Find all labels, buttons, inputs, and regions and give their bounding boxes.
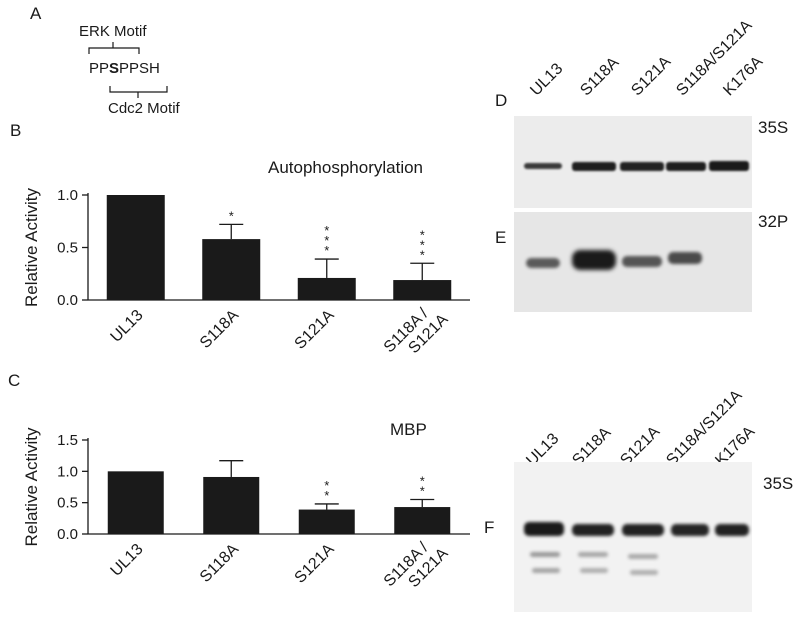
motif-diagram: ERK Motif PPSPPSH Cdc2 Motif: [60, 18, 220, 128]
bar: [297, 277, 356, 300]
band-f-s121a: [622, 524, 664, 536]
cdc2-bracket: [109, 86, 168, 98]
significance-star: *: [324, 223, 329, 238]
faint-band-f-3: [628, 554, 658, 559]
panel-label-e: E: [495, 228, 507, 247]
blot-e-32p: [514, 212, 752, 312]
bar: [298, 509, 355, 534]
lane-label-k176a: K176A: [720, 53, 767, 100]
y-tick-label: 0.5: [57, 240, 78, 257]
significance-star: *: [229, 208, 234, 223]
y-tick-label: 0.5: [57, 495, 78, 512]
band-f-ul13: [524, 522, 564, 536]
significance-star: *: [324, 243, 329, 258]
category-label-text: S118A: [197, 541, 242, 586]
bar: [203, 476, 260, 534]
significance-star: *: [420, 237, 425, 252]
category-label: UL13: [108, 541, 147, 580]
category-label-text: S121A: [292, 307, 338, 353]
label-35s-d: 35S: [758, 118, 789, 137]
band-d-k176a: [709, 161, 749, 171]
significance-star: *: [324, 488, 329, 503]
band-e-ul13: [526, 258, 560, 268]
category-label: UL13: [108, 307, 147, 346]
seq-post: PPSH: [119, 60, 160, 77]
seq-pre: PP: [89, 60, 110, 77]
blot-d-lane-labels: UL13 S118A S121A S118A/S121A K176A: [510, 0, 800, 115]
category-label: S118A: [197, 541, 242, 586]
lane-label-ul13: UL13: [527, 60, 567, 100]
band-f-k176a: [715, 524, 749, 536]
category-label: S118A /S121A: [381, 539, 452, 591]
erk-bracket: [88, 42, 140, 54]
category-label-text: UL13: [108, 307, 147, 346]
motif-brackets: [88, 42, 168, 98]
significance-star: *: [324, 478, 329, 493]
bar: [393, 280, 452, 300]
faint-band-f-1: [530, 552, 560, 557]
bar: [394, 507, 451, 534]
category-label-text: S118A: [197, 307, 242, 352]
band-f-s118a: [572, 524, 614, 536]
category-label: S118A: [197, 307, 242, 352]
band-e-s118a: [572, 250, 616, 270]
blot-d-35s: [514, 116, 752, 208]
cdc2-motif-label: Cdc2 Motif: [108, 100, 180, 117]
motif-sequence: PPSPPSH: [89, 60, 160, 77]
bar: [202, 239, 261, 300]
category-label: S118A /S121A: [381, 305, 452, 357]
y-tick-label: 0.0: [57, 526, 78, 543]
category-label-text: S121A: [292, 541, 338, 587]
seq-phosphosite: S: [109, 60, 120, 77]
category-label-text: UL13: [108, 541, 147, 580]
blot-f-35s: [514, 462, 752, 612]
band-d-s118a: [572, 162, 616, 171]
erk-motif-label: ERK Motif: [79, 23, 147, 40]
panel-label-a: A: [30, 4, 42, 23]
panel-label-f: F: [484, 518, 495, 537]
category-label: S121A: [292, 307, 338, 353]
y-axis-label: Relative Activity: [22, 187, 41, 307]
chart-c: MBP 0.0 0.5 1.0 1.5 Relative Activity UL13 S11…: [0, 410, 480, 617]
band-d-s121a: [620, 162, 664, 171]
panel-label-b: B: [10, 121, 22, 140]
panel-label-d: D: [495, 91, 508, 110]
y-tick-label: 1.5: [57, 432, 78, 449]
band-f-s118a-s121a: [671, 524, 709, 536]
bar: [107, 471, 164, 534]
faint-band-f-6: [630, 570, 658, 575]
faint-band-f-2: [578, 552, 608, 557]
lane-label-s118a: S118A: [577, 54, 623, 100]
significance-star: *: [420, 474, 425, 489]
significance-star: *: [324, 233, 329, 248]
y-tick-label: 1.0: [57, 463, 78, 480]
y-tick-label: 1.0: [57, 187, 78, 204]
band-e-s118a-s121a: [668, 252, 702, 264]
label-35s-f: 35S: [763, 474, 794, 493]
chart-b: Autophosphorylation 0.0 0.5 1.0 Relative Ac…: [0, 140, 480, 370]
lane-label-s121a: S121A: [628, 53, 675, 100]
significance-star: *: [420, 484, 425, 499]
significance-star: *: [420, 247, 425, 262]
y-tick-label: 0.0: [57, 292, 78, 309]
faint-band-f-5: [580, 568, 608, 573]
band-d-s118a-s121a: [666, 162, 706, 171]
label-32p-e: 32P: [758, 212, 789, 231]
significance-star: *: [420, 227, 425, 242]
faint-band-f-4: [532, 568, 560, 573]
y-axis-label: Relative Activity: [22, 427, 41, 547]
band-e-s121a: [622, 256, 662, 267]
band-d-ul13: [524, 163, 562, 169]
bar: [106, 195, 165, 300]
panel-label-c: C: [8, 371, 21, 390]
chart-c-title: MBP: [390, 420, 427, 439]
category-label: S121A: [292, 541, 338, 587]
chart-b-title: Autophosphorylation: [268, 158, 424, 177]
